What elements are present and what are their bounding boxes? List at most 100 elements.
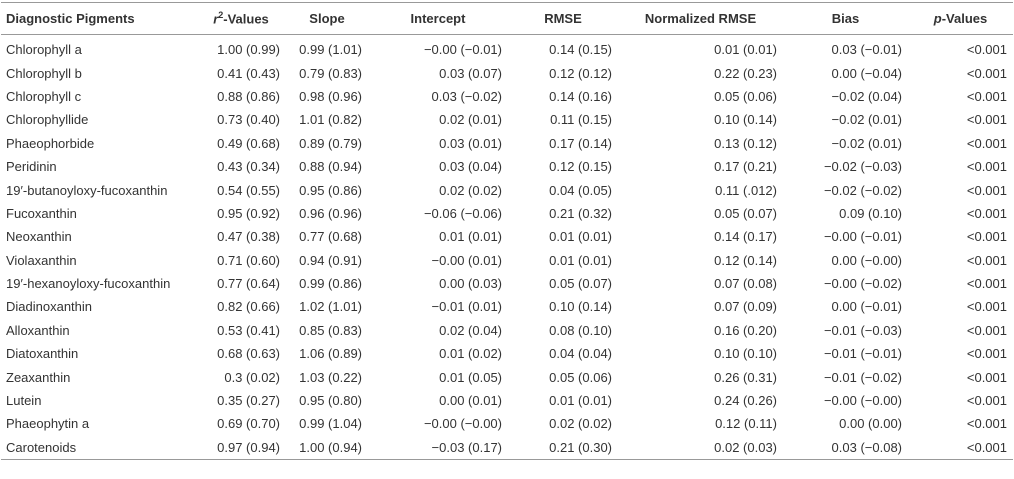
value-cell: 1.00 (0.99) [217, 42, 280, 58]
value-cell: 0.77 (0.64) [217, 276, 280, 292]
value-cell: 0.01 (0.01) [549, 229, 612, 245]
value-cell: 0.14 (0.16) [549, 88, 612, 104]
value-cell: 0.14 (0.17) [714, 229, 777, 245]
value-cell: 0.95 (0.80) [299, 393, 362, 409]
value-cell: <0.001 [966, 42, 1007, 58]
value-cell: 0.54 (0.55) [217, 182, 280, 198]
value-cell: 0.03 (0.04) [439, 159, 502, 175]
pigment-name: Zeaxanthin [6, 369, 71, 385]
header-text: -Values [941, 11, 988, 26]
value-cell: 0.01 (0.01) [549, 252, 612, 268]
value-cell: −0.02 (0.04) [831, 88, 902, 104]
pigment-name: Diatoxanthin [6, 346, 79, 362]
table-row: Neoxanthin 0.47 (0.38) 0.77 (0.68) 0.01 (0.… [1, 225, 1013, 248]
pigment-name: Fucoxanthin [6, 205, 77, 221]
header-cell: Intercept [368, 3, 508, 35]
table-row: Diadinoxanthin 0.82 (0.66) 1.02 (1.01) −0.0… [1, 295, 1013, 318]
value-cell: 0.98 (0.96) [299, 88, 362, 104]
value-cell: 0.05 (0.06) [714, 88, 777, 104]
value-cell: 1.06 (0.89) [299, 346, 362, 362]
value-cell: <0.001 [966, 369, 1007, 385]
value-cell: 0.11 (.012) [715, 182, 777, 198]
pigment-name: Neoxanthin [6, 229, 72, 245]
value-cell: 0.01 (0.05) [439, 369, 502, 385]
value-cell: 0.01 (0.01) [714, 42, 777, 58]
table-row: Peridinin 0.43 (0.34) 0.88 (0.94) 0.03 (0.0… [1, 155, 1013, 178]
value-cell: 0.07 (0.08) [714, 276, 777, 292]
value-cell: <0.001 [966, 182, 1007, 198]
value-cell: −0.01 (−0.02) [823, 369, 902, 385]
value-cell: 0.00 (−0.00) [831, 252, 902, 268]
value-cell: <0.001 [966, 346, 1007, 362]
table-header: Diagnostic Pigments r2-Values Slope Interce… [1, 2, 1013, 35]
value-cell: 0.00 (0.03) [439, 276, 502, 292]
value-cell: 0.10 (0.14) [549, 299, 612, 315]
header-text: RMSE [544, 11, 582, 26]
value-cell: 0.16 (0.20) [714, 322, 777, 338]
value-cell: 0.79 (0.83) [299, 65, 362, 81]
value-cell: −0.00 (−0.02) [823, 276, 902, 292]
value-cell: 0.02 (0.02) [439, 182, 502, 198]
value-cell: −0.03 (0.17) [431, 439, 502, 455]
value-cell: 0.24 (0.26) [714, 393, 777, 409]
table-row: 19′-butanoyloxy-fucoxanthin 0.54 (0.55) 0.… [1, 178, 1013, 201]
value-cell: 0.02 (0.02) [549, 416, 612, 432]
value-cell: 0.77 (0.68) [299, 229, 362, 245]
value-cell: 0.08 (0.10) [549, 322, 612, 338]
value-cell: 0.10 (0.10) [714, 346, 777, 362]
value-cell: 0.03 (0.01) [439, 135, 502, 151]
value-cell: −0.02 (0.01) [831, 112, 902, 128]
value-cell: <0.001 [966, 88, 1007, 104]
value-cell: 0.95 (0.92) [217, 205, 280, 221]
value-cell: 0.21 (0.30) [549, 439, 612, 455]
value-cell: 0.22 (0.23) [714, 65, 777, 81]
value-cell: 0.05 (0.07) [549, 276, 612, 292]
table-row: Phaeophytin a 0.69 (0.70) 0.99 (1.04) −0.00… [1, 412, 1013, 435]
pigment-name: Phaeophorbide [6, 135, 95, 151]
value-cell: 0.82 (0.66) [217, 299, 280, 315]
pigment-name: Chlorophyll b [6, 65, 82, 81]
value-cell: 0.68 (0.63) [217, 346, 280, 362]
value-cell: 0.71 (0.60) [217, 252, 280, 268]
value-cell: 0.05 (0.06) [549, 369, 612, 385]
table-body: Chlorophyll a 1.00 (0.99) 0.99 (1.01) −0.00… [1, 35, 1013, 460]
value-cell: 0.03 (−0.08) [831, 439, 902, 455]
value-cell: 1.02 (1.01) [299, 299, 362, 315]
value-cell: −0.02 (−0.02) [823, 182, 902, 198]
value-cell: 0.00 (0.01) [439, 393, 502, 409]
header-cell: r2-Values [196, 3, 286, 35]
value-cell: <0.001 [966, 252, 1007, 268]
table-row: Carotenoids 0.97 (0.94) 1.00 (0.94) −0.03 (… [1, 436, 1013, 460]
value-cell: 0.3 (0.02) [224, 369, 280, 385]
value-cell: 0.12 (0.14) [714, 252, 777, 268]
header-cell: Diagnostic Pigments [1, 3, 196, 35]
value-cell: 0.49 (0.68) [217, 135, 280, 151]
value-cell: 0.47 (0.38) [217, 229, 280, 245]
value-cell: <0.001 [966, 439, 1007, 455]
value-cell: 0.97 (0.94) [217, 439, 280, 455]
value-cell: 0.01 (0.02) [439, 346, 502, 362]
value-cell: 0.03 (−0.01) [831, 42, 902, 58]
value-cell: −0.00 (−0.01) [823, 229, 902, 245]
value-cell: 0.99 (0.86) [299, 276, 362, 292]
value-cell: 0.69 (0.70) [217, 416, 280, 432]
value-cell: −0.06 (−0.06) [423, 205, 502, 221]
value-cell: <0.001 [966, 322, 1007, 338]
value-cell: 0.00 (−0.01) [831, 299, 902, 315]
value-cell: 0.03 (0.07) [439, 65, 502, 81]
value-cell: 0.04 (0.04) [549, 346, 612, 362]
header-cell: Slope [286, 3, 368, 35]
table-row: Chlorophyllide 0.73 (0.40) 1.01 (0.82) 0.02… [1, 108, 1013, 131]
value-cell: 0.00 (0.00) [839, 416, 902, 432]
value-cell: 0.85 (0.83) [299, 322, 362, 338]
value-cell: 0.99 (1.04) [299, 416, 362, 432]
pigment-name: Carotenoids [6, 439, 77, 455]
value-cell: 0.14 (0.15) [549, 42, 612, 58]
header-text: Intercept [410, 11, 466, 26]
header-cell: RMSE [508, 3, 618, 35]
value-cell: 0.94 (0.91) [299, 252, 362, 268]
value-cell: 0.88 (0.86) [217, 88, 280, 104]
table-row: Zeaxanthin 0.3 (0.02) 1.03 (0.22) 0.01 (0.0… [1, 365, 1013, 388]
value-cell: 1.01 (0.82) [299, 112, 362, 128]
value-cell: <0.001 [966, 229, 1007, 245]
